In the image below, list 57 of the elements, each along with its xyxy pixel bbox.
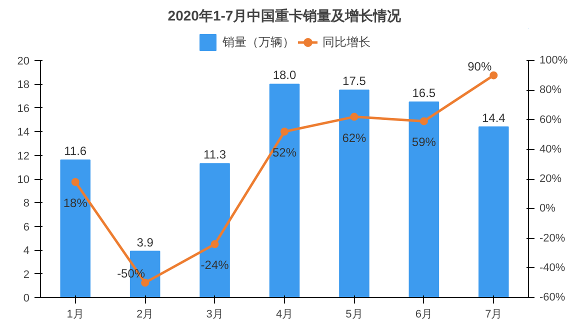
y2-tick-label: 20%	[540, 173, 562, 185]
bar	[269, 84, 300, 298]
point	[141, 278, 150, 287]
data-label: -24%	[200, 258, 230, 272]
data-label: 17.5	[342, 74, 366, 88]
y-tick-label: 14	[17, 126, 30, 139]
point	[71, 178, 80, 186]
data-label: 11.3	[204, 148, 226, 162]
legend-label: 销量（万辆）	[222, 34, 294, 50]
y2-tick-label: -60%	[540, 292, 566, 304]
point	[210, 240, 219, 248]
data-label: 11.6	[64, 144, 87, 158]
y2-tick-label: 40%	[540, 143, 562, 156]
y-tick-label: 18	[17, 79, 30, 92]
point	[420, 117, 428, 126]
bar	[60, 160, 90, 298]
y-tick-label: 6	[23, 221, 30, 234]
bar	[200, 163, 230, 298]
x-tick-label: 4月	[276, 308, 294, 320]
x-tick-label: 2月	[136, 308, 154, 320]
y-tick-label: 4	[23, 245, 30, 258]
chart-title: 2020年1-7月中国重卡销量及增长情况	[168, 8, 402, 24]
x-tick-label: 6月	[415, 308, 432, 320]
point	[490, 71, 498, 80]
x-tick-label: 1月	[66, 308, 84, 320]
data-label: 52%	[272, 146, 297, 160]
y-tick-label: 8	[23, 198, 30, 210]
data-label: 59%	[412, 135, 436, 150]
data-label: -50%	[117, 266, 146, 281]
bar	[408, 101, 440, 298]
y-tick-label: 10	[17, 174, 30, 186]
x-tick-label: 7月	[485, 308, 502, 320]
legend-label: 同比增长	[322, 34, 370, 50]
bar	[478, 126, 509, 298]
y-tick-label: 16	[17, 102, 30, 115]
data-label: 18.0	[272, 68, 297, 82]
y2-tick-label: 80%	[540, 84, 562, 96]
data-label: 3.9	[136, 235, 154, 250]
y-tick-label: 12	[17, 150, 30, 162]
x-tick-label: 3月	[206, 308, 224, 320]
y-tick-label: 20	[17, 56, 30, 68]
y2-tick-label: -20%	[540, 232, 566, 244]
data-label: 90%	[468, 59, 492, 74]
data-label: 14.4	[482, 110, 506, 125]
y-tick-label: 0	[23, 292, 30, 304]
data-label: 16.5	[412, 86, 436, 100]
y2-tick-label: 0%	[540, 202, 556, 215]
y2-tick-label: 100%	[540, 54, 568, 66]
y2-tick-label: -40%	[540, 262, 566, 274]
data-label: 62%	[342, 130, 367, 145]
bar	[339, 90, 370, 298]
data-label: 18%	[63, 196, 88, 210]
point	[280, 128, 288, 136]
y-tick-label: 2	[23, 268, 30, 281]
point	[350, 112, 358, 121]
y2-tick-label: 60%	[540, 114, 562, 126]
x-tick-label: 5月	[346, 308, 363, 320]
